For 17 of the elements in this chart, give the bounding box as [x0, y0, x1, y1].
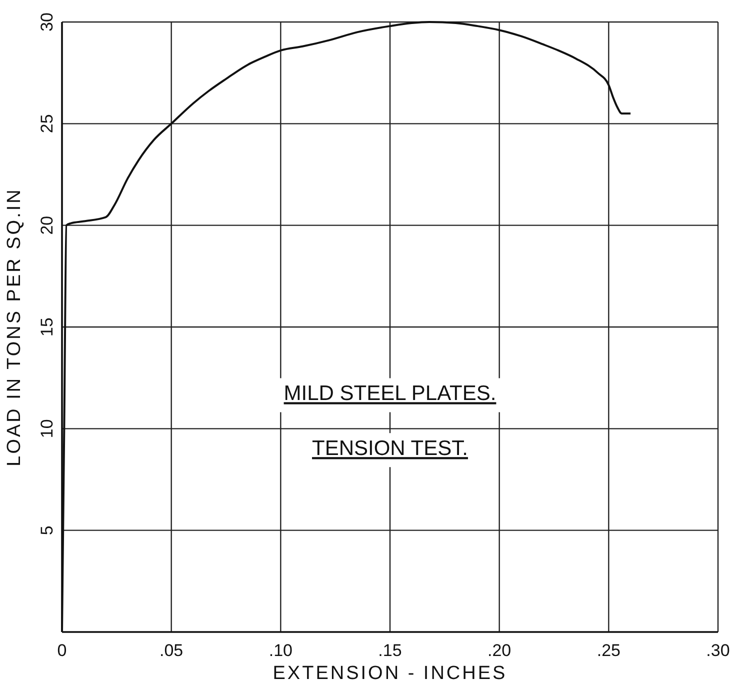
- annotation: MILD STEEL PLATES.: [284, 382, 496, 406]
- y-tick-label: 30: [37, 12, 56, 32]
- x-tick-label: .10: [268, 641, 292, 660]
- x-tick-label: .05: [160, 641, 184, 660]
- y-tick-label: 5: [37, 526, 56, 536]
- y-tick-label: 15: [37, 318, 56, 336]
- y-tick-label: 20: [37, 216, 56, 235]
- x-tick-label: 0: [57, 641, 67, 660]
- x-tick-label: .20: [488, 641, 512, 660]
- x-tick-label: .25: [596, 641, 620, 660]
- x-axis-title: EXTENSION - INCHES: [272, 663, 508, 684]
- annotation: TENSION TEST.: [312, 437, 468, 460]
- y-axis-title: LOAD IN TONS PER SQ.IN: [4, 188, 25, 466]
- y-tick-label: 25: [37, 114, 56, 134]
- x-tick-label: .30: [706, 641, 730, 660]
- y-tick-label: 10: [37, 419, 56, 438]
- x-tick-label: .15: [378, 641, 402, 660]
